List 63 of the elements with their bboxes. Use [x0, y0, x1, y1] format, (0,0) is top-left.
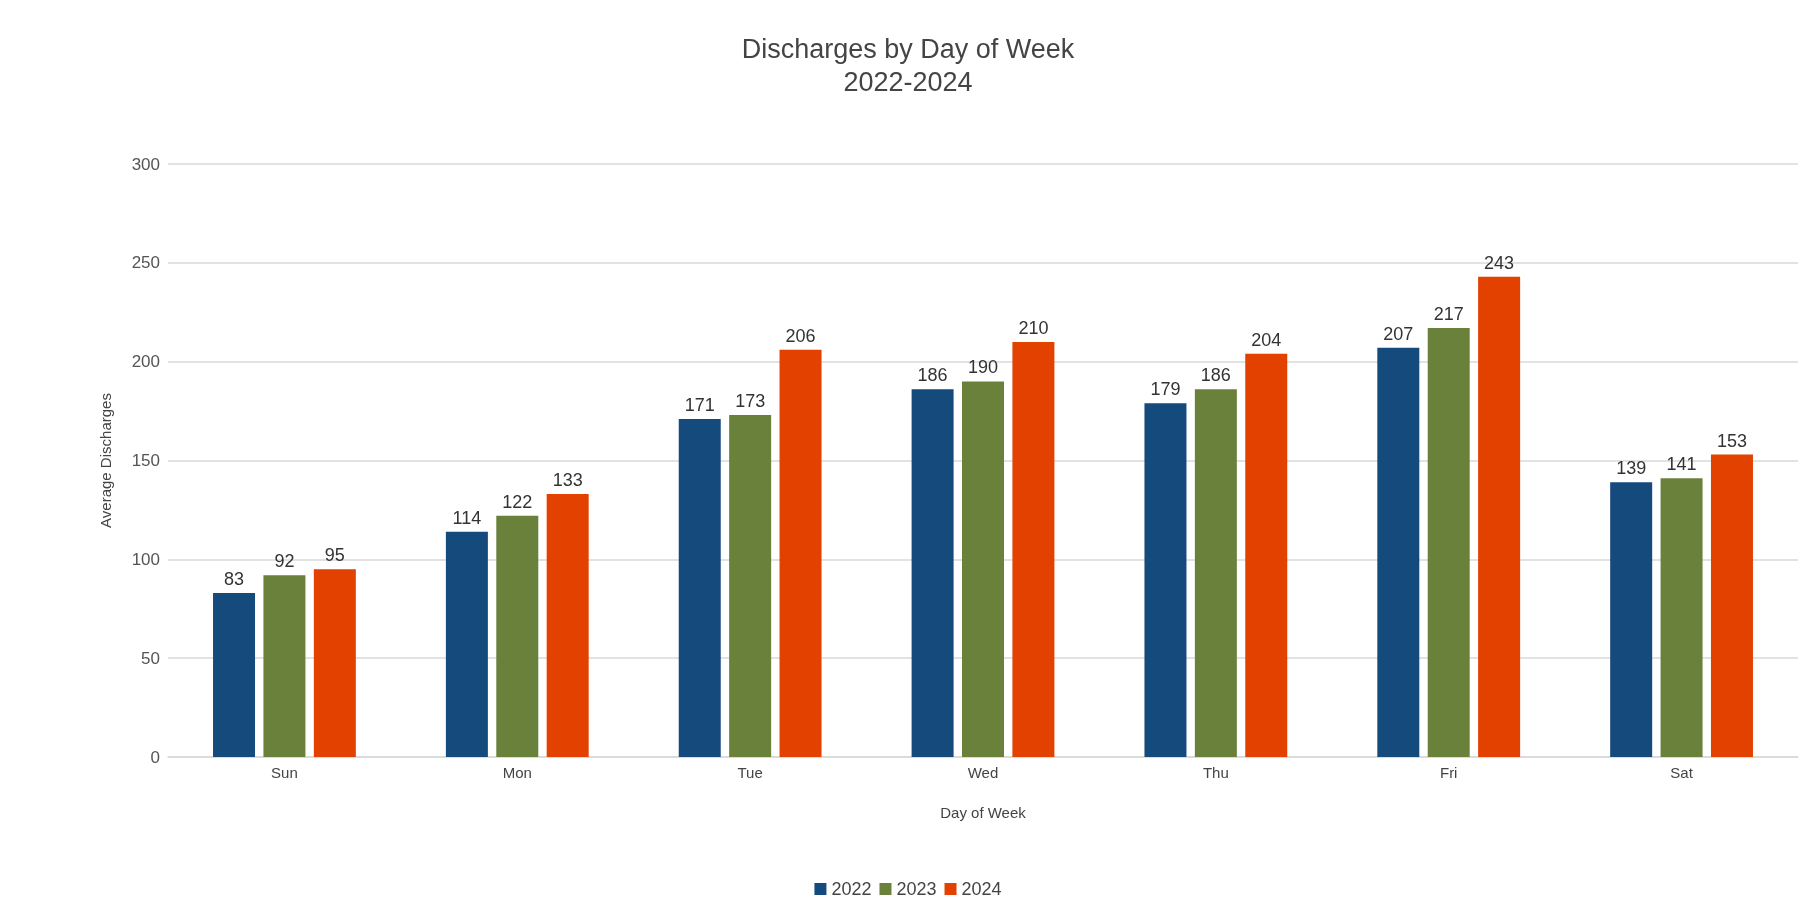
data-label: 186: [917, 365, 948, 386]
bar: [1710, 454, 1753, 757]
data-label: 92: [274, 551, 295, 572]
data-label: 83: [224, 568, 245, 589]
bar: [779, 349, 822, 757]
data-label: 114: [452, 507, 482, 528]
bar: [962, 381, 1004, 757]
data-label: 141: [1666, 454, 1697, 475]
bar: [1610, 482, 1653, 757]
legend-label: 2022: [831, 879, 872, 899]
data-label: 153: [1716, 430, 1747, 451]
bar: [213, 592, 256, 757]
x-tick-label: Wed: [967, 764, 999, 781]
x-tick-label: Thu: [1202, 764, 1229, 781]
x-tick-label: Sun: [271, 764, 298, 781]
x-tick-label: Fri: [1439, 764, 1458, 781]
bar: [1377, 347, 1420, 757]
data-label: 139: [1616, 458, 1647, 479]
data-label: 173: [735, 391, 766, 412]
y-tick-label: 0: [150, 747, 160, 767]
data-label: 210: [1018, 317, 1049, 338]
data-label: 186: [1200, 365, 1231, 386]
data-label: 133: [552, 470, 583, 491]
bar: [729, 415, 772, 757]
y-tick-label: 250: [131, 253, 160, 273]
legend-label: 2024: [961, 879, 1002, 899]
data-label: 207: [1383, 323, 1414, 344]
y-tick-label: 100: [131, 549, 160, 569]
bar: [678, 418, 721, 757]
bar: [1478, 276, 1521, 757]
x-axis-title: Day of Week: [940, 804, 1027, 821]
data-label: 122: [502, 491, 533, 512]
bar: [1245, 353, 1288, 757]
bar: [546, 494, 589, 757]
x-tick-label: Mon: [502, 764, 532, 781]
bar: [1194, 389, 1237, 757]
data-label: 171: [684, 394, 715, 415]
y-axis-title: Average Discharges: [97, 393, 114, 528]
data-label: 243: [1484, 252, 1515, 273]
bar: [313, 569, 356, 757]
bar: [1012, 341, 1055, 757]
bar: [911, 389, 954, 757]
bar: [1427, 328, 1470, 757]
bar: [1660, 478, 1703, 757]
y-tick-label: 300: [131, 154, 160, 174]
data-label: 217: [1433, 304, 1464, 325]
y-tick-label: 150: [131, 451, 160, 470]
data-label: 206: [785, 325, 816, 346]
legend-label: 2023: [896, 879, 937, 899]
chart-subtitle: 2022-2024: [843, 66, 973, 97]
data-label: 179: [1150, 379, 1181, 400]
x-tick-label: Tue: [737, 764, 763, 781]
bar: [1144, 403, 1187, 757]
y-tick-label: 50: [141, 648, 160, 668]
data-label: 95: [324, 545, 345, 566]
chart-title: Discharges by Day of Week: [741, 33, 1075, 64]
bar: [445, 531, 488, 757]
bar: [496, 515, 539, 757]
bar: [263, 575, 306, 757]
data-label: 204: [1251, 329, 1282, 350]
x-tick-label: Sat: [1670, 764, 1694, 781]
y-tick-label: 200: [131, 352, 160, 372]
data-label: 190: [967, 357, 999, 378]
